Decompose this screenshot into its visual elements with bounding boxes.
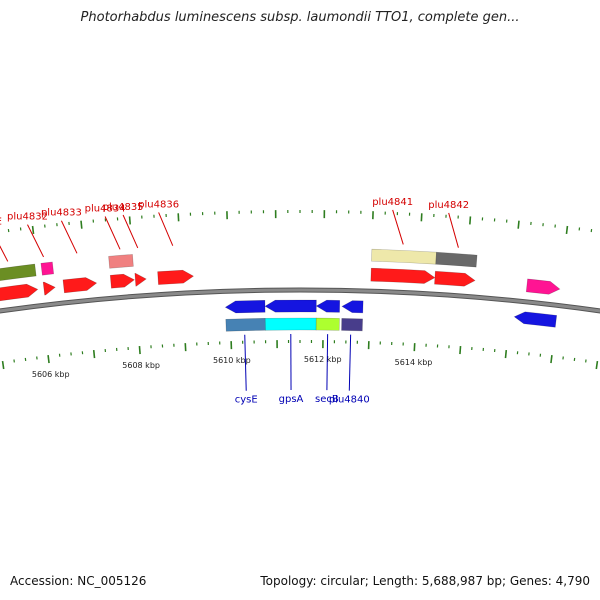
forward-gene-arrow <box>0 283 39 302</box>
reverse-cog-block <box>315 317 340 331</box>
forward-leader-line <box>27 224 44 258</box>
label-layer: plu4830galEplu4832plu4833plu4834plu4835p… <box>0 197 469 406</box>
forward-gene-label: plu4841 <box>372 197 413 208</box>
outer-tick <box>31 225 35 235</box>
outer-tick <box>517 220 520 229</box>
map-title: Photorhabdus luminescens subsp. laumondi… <box>80 10 520 25</box>
forward-leader-line <box>60 220 78 254</box>
tick-label: 5614 kbp <box>395 358 433 367</box>
forward-gene-arrow <box>134 272 147 287</box>
forward-gene-arrow <box>434 270 476 287</box>
reverse-gene-label: gpsA <box>279 394 304 405</box>
reverse-leader-line <box>326 334 329 391</box>
forward-leader-line <box>448 212 459 248</box>
forward-cog-block <box>435 251 478 268</box>
forward-leader-line <box>158 212 174 246</box>
backbone <box>0 288 600 313</box>
reverse-cog-block <box>264 317 317 331</box>
forward-cog-block <box>108 254 134 269</box>
reverse-gene-arrow <box>513 311 558 328</box>
backbone-layer <box>0 287 600 314</box>
reverse-cog-block <box>225 317 266 332</box>
reverse-gene-label: cysE <box>235 395 258 406</box>
summary-text: Topology: circular; Length: 5,688,987 bp… <box>260 574 590 588</box>
reverse-gene-arrow <box>341 300 364 314</box>
reverse-gene-label: plu4840 <box>329 395 370 406</box>
tick-label: 5608 kbp <box>122 361 160 370</box>
forward-gene-label: plu4836 <box>138 199 179 210</box>
forward-gene-arrow <box>109 273 135 289</box>
reverse-leader-line <box>348 334 352 391</box>
reverse-leader-line <box>244 334 247 391</box>
forward-leader-line <box>0 245 9 262</box>
feature-layer <box>0 248 561 332</box>
forward-gene-arrow <box>42 281 56 296</box>
outer-tick <box>565 225 569 235</box>
forward-gene-label: plu4833 <box>41 208 82 219</box>
tick-label: 5612 kbp <box>304 355 342 364</box>
outer-tick <box>469 216 472 225</box>
inner-tick <box>47 354 50 364</box>
forward-gene-label: plu4832 <box>7 212 48 223</box>
forward-cog-block <box>0 263 37 281</box>
forward-cog-block <box>40 261 55 276</box>
forward-leader-line <box>392 209 404 245</box>
forward-cog-block <box>371 248 437 265</box>
forward-gene-label: plu4835 <box>103 202 144 213</box>
inner-tick <box>459 346 462 355</box>
inner-tick <box>138 346 141 355</box>
inner-tick <box>1 360 5 370</box>
forward-gene-label: plu4842 <box>428 200 469 211</box>
forward-gene-label: galE <box>0 216 2 227</box>
inner-tick <box>550 354 553 364</box>
outer-tick <box>80 220 83 229</box>
reverse-gene-arrow <box>224 299 266 314</box>
forward-gene-arrow <box>157 269 195 285</box>
inner-tick <box>92 350 96 359</box>
accession-text: Accession: NC_005126 <box>10 574 147 588</box>
reverse-gene-label: secB <box>315 394 339 405</box>
reverse-gene-arrow <box>264 299 317 313</box>
outer-tick <box>128 216 131 225</box>
inner-tick <box>504 350 508 359</box>
tick-label: 5606 kbp <box>32 370 70 379</box>
forward-gene-arrow <box>370 267 436 284</box>
forward-gene-arrow <box>62 277 98 294</box>
inner-tick <box>595 360 599 370</box>
forward-leader-line <box>104 216 121 250</box>
forward-gene-label: plu4834 <box>85 203 126 214</box>
reverse-cog-block <box>341 318 363 332</box>
reverse-gene-arrow <box>315 299 341 313</box>
forward-leader-line <box>122 214 139 249</box>
forward-gene-arrow <box>525 278 561 295</box>
tick-label: 5610 kbp <box>213 356 251 365</box>
